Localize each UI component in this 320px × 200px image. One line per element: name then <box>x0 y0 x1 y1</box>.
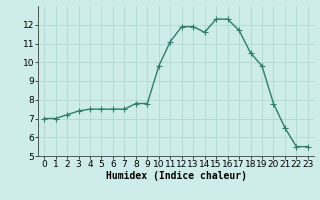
X-axis label: Humidex (Indice chaleur): Humidex (Indice chaleur) <box>106 171 246 181</box>
